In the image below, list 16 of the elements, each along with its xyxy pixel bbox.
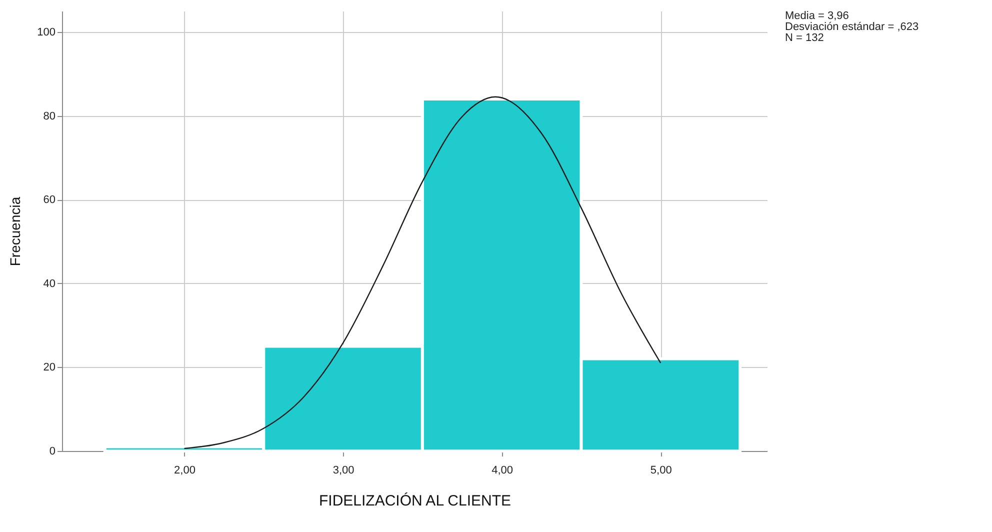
- y-tick-label: 80: [43, 110, 56, 122]
- text: Desviación estándar = ,623: [785, 21, 919, 33]
- x-tick-label: 5,00: [650, 464, 672, 476]
- x-tick-label: 2,00: [174, 464, 196, 476]
- y-tick-label: 0: [49, 446, 56, 458]
- x-tick-label: 3,00: [332, 464, 354, 476]
- x-axis-title: FIDELIZACIÓN AL CLIENTE: [319, 492, 511, 510]
- text: N = 132: [785, 32, 824, 44]
- y-tick-label: 60: [43, 194, 56, 206]
- text: Media = 3,96: [785, 10, 849, 22]
- y-tick-label: 40: [43, 278, 56, 290]
- y-axis-title: Frecuencia: [7, 196, 24, 266]
- y-tick-label: 20: [43, 362, 56, 374]
- x-tick-label: 4,00: [492, 464, 514, 476]
- line-series: [184, 96, 662, 450]
- y-tick-label: 100: [37, 26, 56, 38]
